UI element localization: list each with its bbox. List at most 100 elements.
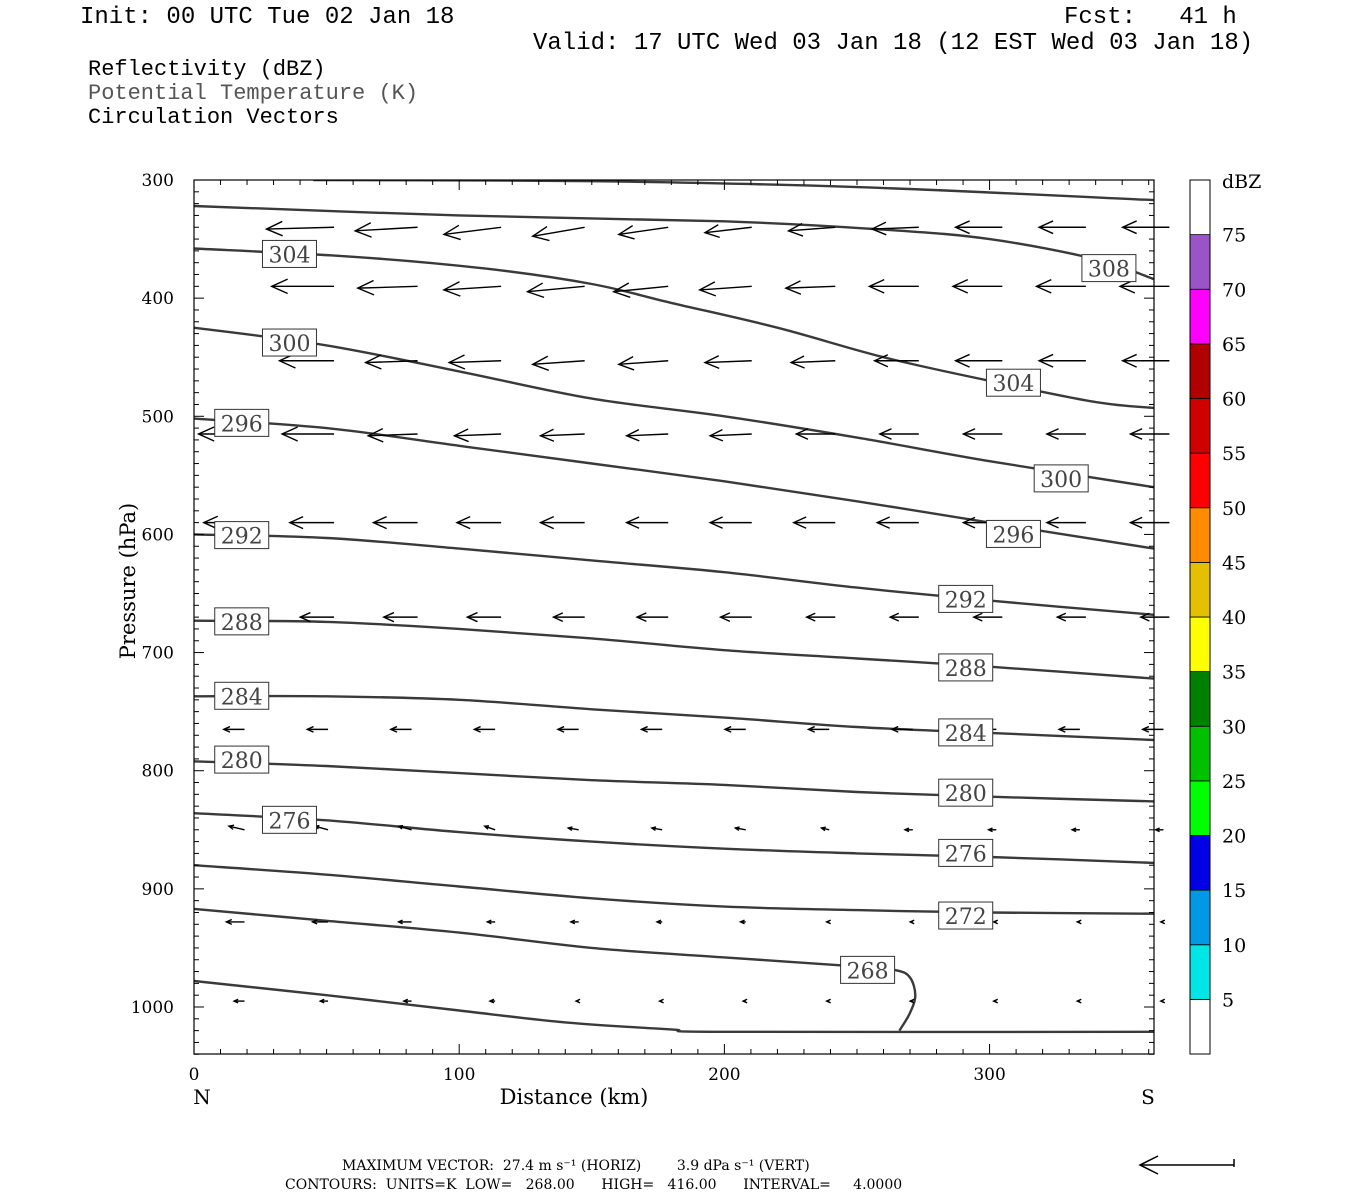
colorbar-label: 30 (1222, 716, 1246, 738)
colorbar-label: 10 (1222, 935, 1246, 957)
circulation-vector (402, 998, 412, 1004)
circulation-vector (371, 516, 418, 530)
vector-head (784, 280, 802, 295)
circulation-vector (1037, 353, 1086, 368)
circulation-vector (569, 919, 579, 925)
circulation-vector (382, 611, 418, 623)
circulation-vector (1140, 725, 1164, 733)
isentrope-label-272: 272 (938, 901, 994, 930)
vector-head (888, 612, 900, 622)
vector-head (908, 998, 915, 1004)
circulation-vector (363, 354, 418, 370)
circulation-vector (992, 919, 999, 925)
circulation-vector (530, 225, 585, 242)
vector-head (708, 429, 724, 442)
vector-head (371, 516, 387, 530)
vector-head (655, 919, 662, 925)
isentrope-label-box (938, 653, 994, 682)
isentrope-label-304: 304 (261, 239, 317, 268)
vector-head (363, 354, 382, 370)
vector-shaft (613, 285, 669, 293)
vector-head (703, 355, 720, 369)
vector-head (617, 225, 635, 240)
colorbar-segment (1189, 835, 1211, 891)
colorbar-segment (1189, 343, 1211, 399)
y-tick-label: 900 (142, 880, 174, 900)
circulation-vector (222, 725, 245, 733)
vector-head (530, 225, 550, 242)
vector-head (819, 826, 826, 832)
isentrope-label-text: 296 (221, 412, 263, 437)
circulation-vector (1045, 516, 1086, 529)
isentrope-label-280: 280 (938, 778, 994, 807)
vector-head (878, 428, 892, 440)
vector-shaft (228, 825, 245, 831)
vector-shaft (365, 360, 418, 364)
circulation-vector (298, 611, 335, 623)
forecast-hour: Fcst: 41 h (1064, 4, 1237, 31)
vector-shaft (449, 360, 502, 364)
vector-head (650, 826, 657, 832)
y-tick-label: 500 (142, 407, 174, 427)
colorbar-label: 5 (1222, 989, 1234, 1011)
vector-head (366, 427, 384, 443)
isentrope-label-292: 292 (214, 521, 270, 550)
vector-head (794, 428, 809, 440)
x-axis-title: Distance (km) (500, 1085, 649, 1109)
isentrope-268-line (194, 979, 1154, 1034)
colorbar-segment (1189, 234, 1211, 290)
isentrope-label-304: 304 (985, 368, 1041, 397)
vector-head (1128, 428, 1143, 440)
vector-head (232, 998, 239, 1004)
vector-head (951, 279, 969, 294)
circulation-vector (538, 428, 585, 442)
circulation-vector (232, 998, 245, 1004)
colorbar-segment (1189, 780, 1211, 836)
vector-shaft (484, 825, 496, 831)
vector-head (1159, 919, 1166, 925)
vector-head (789, 355, 805, 369)
isentrope-296-line (194, 417, 1154, 550)
isentrope-label-box (214, 521, 270, 550)
circulation-vector (804, 612, 836, 622)
isentrope-label-box (938, 584, 994, 613)
isentrope-label-box (938, 778, 994, 807)
circulation-vector (1139, 612, 1170, 622)
circulation-vector (890, 725, 913, 733)
circulation-vector (791, 516, 836, 529)
circulation-vector (472, 725, 496, 733)
isentrope-label-text: 300 (268, 332, 310, 357)
circulation-vector (708, 429, 752, 442)
vector-head (703, 224, 720, 239)
vector-shaft (791, 360, 836, 364)
vector-head (708, 516, 723, 529)
vector-head (202, 515, 219, 530)
isentrope-label-box (985, 519, 1041, 548)
x-tick-label: 300 (973, 1065, 1005, 1085)
vector-head (824, 919, 831, 925)
vector-head (483, 825, 490, 830)
isentrope-label-box (261, 328, 317, 357)
vector-shaft (785, 285, 836, 289)
vector-head (1075, 919, 1082, 925)
circulation-vector (396, 919, 412, 925)
y-tick-label: 800 (142, 762, 174, 782)
y-tick-label: 600 (142, 525, 174, 545)
reflectivity-colorbar: 5 10 15 20 25 30 35 40 45 50 55 60 65 70 75 dBZ (1189, 171, 1261, 1055)
vector-head (890, 725, 899, 733)
circulation-vector (611, 282, 669, 298)
vector-head (723, 725, 732, 733)
vector-head (227, 824, 235, 830)
vector-head (264, 220, 283, 237)
vector-head (1140, 725, 1150, 733)
circulation-vector (635, 612, 669, 622)
circulation-vector (1153, 827, 1164, 833)
vector-head (1120, 353, 1137, 368)
circulation-vector (733, 826, 746, 832)
init-time: Init: 00 UTC Tue 02 Jan 18 (80, 4, 455, 31)
circulation-vector (903, 827, 913, 833)
isentrope-layer (194, 180, 1154, 1034)
vector-head (1045, 428, 1059, 440)
vector-shaft (710, 433, 752, 437)
vector-head (1120, 220, 1137, 235)
